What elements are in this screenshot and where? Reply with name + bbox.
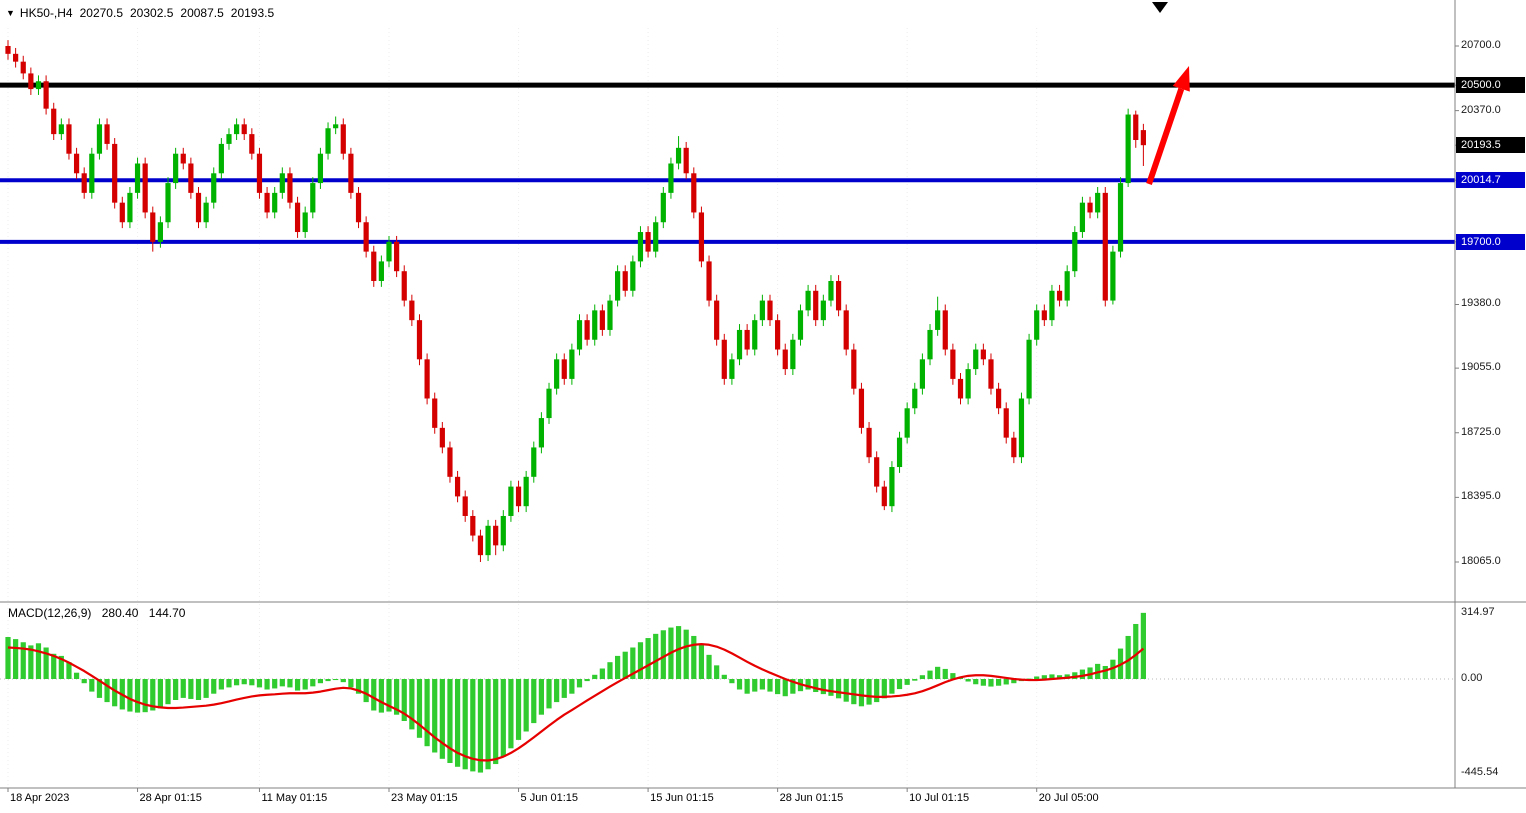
candlesticks: [5, 40, 1146, 562]
macd-signal-line: [7, 643, 1145, 762]
ohlc-open-value: 20270.5: [79, 6, 123, 20]
symbol-readout: ▼ HK50-,H4 20270.5 20302.5 20087.5 20193…: [6, 6, 281, 20]
macd-indicator-label: MACD(12,26,9) 280.40 144.70: [8, 606, 192, 620]
symbol-period-label: HK50-,H4: [19, 6, 73, 20]
collapse-icon[interactable]: ▼: [6, 8, 15, 18]
ohlc-low-value: 20087.5: [180, 6, 224, 20]
ohlc-high-value: 20302.5: [130, 6, 174, 20]
macd-histogram: [5, 612, 1146, 773]
macd-main-value: 280.40: [101, 606, 139, 620]
grid-lines: [7, 28, 1038, 788]
chart-shift-marker-icon: [1152, 2, 1168, 13]
ohlc-close-value: 20193.5: [230, 6, 275, 20]
annotation-arrow[interactable]: [1146, 66, 1190, 185]
macd-name: MACD(12,26,9): [8, 606, 92, 620]
macd-signal-value: 144.70: [148, 606, 186, 620]
